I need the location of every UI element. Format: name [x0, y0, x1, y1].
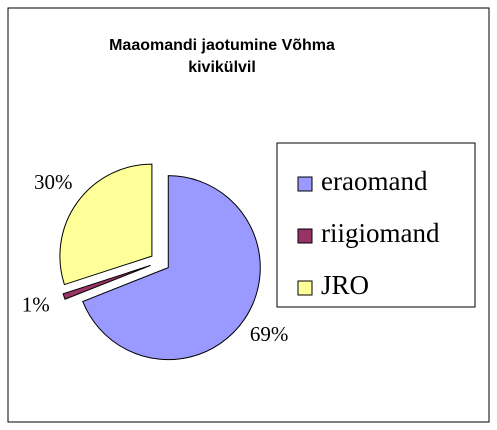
legend-label: eraomand — [321, 166, 428, 196]
chart-title: kivikülvil — [188, 59, 256, 76]
chart-title: Maaomandi jaotumine Võhma — [109, 37, 335, 54]
legend-swatch — [297, 176, 313, 192]
data-label: 30% — [34, 170, 73, 194]
legend-box — [276, 142, 476, 308]
pie-slice — [62, 264, 151, 300]
pie-slice — [59, 163, 153, 286]
legend-swatch — [297, 280, 313, 296]
data-label: 1% — [22, 293, 50, 317]
legend-label: riigiomand — [321, 218, 440, 248]
data-label: 69% — [250, 322, 289, 346]
legend-label: JRO — [321, 270, 369, 300]
pie-slice — [82, 175, 261, 361]
legend-swatch — [297, 228, 313, 244]
